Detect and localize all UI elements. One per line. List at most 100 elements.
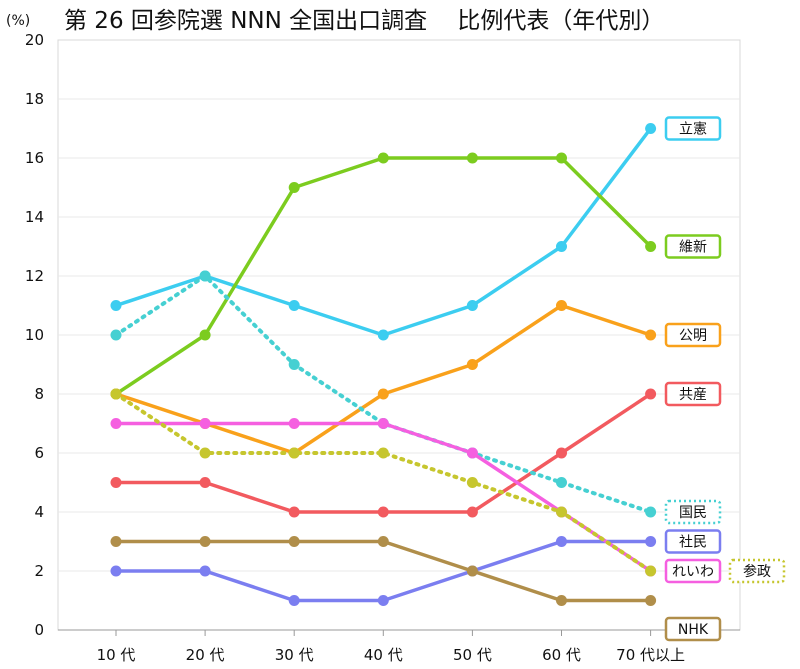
data-point <box>645 123 657 134</box>
legend-box <box>664 529 722 554</box>
series-2 <box>110 300 657 459</box>
x-tick-label: 50 代 <box>453 646 492 664</box>
legend-label: 国民 <box>679 505 707 521</box>
legend-item: 維新 <box>664 234 722 259</box>
data-point <box>199 447 211 459</box>
data-point <box>199 270 211 282</box>
legend-box <box>664 558 722 584</box>
legend-item: 立憲 <box>664 116 722 141</box>
y-tick-label: 12 <box>25 267 44 285</box>
data-point <box>199 477 211 488</box>
data-point <box>110 418 122 429</box>
legend-label: れいわ <box>672 564 714 580</box>
legend-box <box>664 381 722 407</box>
y-tick-label: 18 <box>25 90 44 108</box>
data-point <box>466 447 478 459</box>
chart-title: 第 26 回参院選 NNN 全国出口調査 比例代表（年代別） <box>64 8 664 34</box>
data-point <box>110 388 122 400</box>
x-tick-label: 70 代以上 <box>616 646 685 664</box>
legend-label: 参政 <box>743 563 771 580</box>
y-axis-unit: (%) <box>6 13 30 29</box>
legend-box <box>664 616 722 642</box>
legend-item: 参政 <box>728 558 786 584</box>
data-point <box>466 359 478 370</box>
data-point <box>199 329 211 341</box>
data-point <box>288 359 300 370</box>
data-point <box>288 300 300 311</box>
y-tick-label: 6 <box>34 444 44 462</box>
data-point <box>377 447 389 459</box>
data-point <box>645 388 657 400</box>
data-point <box>377 595 389 606</box>
legend-label: 公明 <box>679 328 707 344</box>
series-7 <box>110 388 657 577</box>
legend-item: 社民 <box>664 529 722 554</box>
legend-label: 維新 <box>679 240 707 256</box>
data-point <box>645 565 657 577</box>
data-point <box>377 536 389 547</box>
data-point <box>110 329 122 341</box>
y-tick-label: 2 <box>34 562 44 580</box>
data-point <box>288 182 300 193</box>
legend-box <box>664 234 722 259</box>
data-point <box>556 241 567 252</box>
series-lines <box>110 123 657 606</box>
data-point <box>288 506 300 518</box>
data-point <box>199 418 211 429</box>
series-8 <box>110 536 657 606</box>
series-line <box>114 303 653 455</box>
data-point <box>199 565 211 577</box>
data-point <box>556 300 567 311</box>
y-tick-label: 14 <box>25 208 44 226</box>
x-tick-label: 20 代 <box>186 646 225 664</box>
y-tick-label: 4 <box>34 503 44 521</box>
data-point <box>110 300 122 311</box>
legend-box <box>728 558 786 584</box>
data-point <box>556 477 567 488</box>
x-tick-label: 10 代 <box>97 646 136 664</box>
legend-box <box>664 499 722 525</box>
legend-item: 公明 <box>664 322 722 348</box>
data-point <box>645 506 657 518</box>
data-point <box>556 595 567 606</box>
x-tick-label: 40 代 <box>364 646 403 664</box>
data-point <box>466 477 478 488</box>
data-point <box>645 536 657 547</box>
data-point <box>466 300 478 311</box>
data-point <box>466 152 478 164</box>
y-tick-label: 20 <box>25 31 44 49</box>
data-point <box>288 536 300 547</box>
x-tick-label: 30 代 <box>275 646 314 664</box>
data-point <box>110 477 122 488</box>
data-point <box>377 418 389 429</box>
x-tick-label: 60 代 <box>542 646 581 664</box>
data-point <box>288 595 300 606</box>
series-3 <box>110 388 657 518</box>
legend-item: れいわ <box>664 558 722 584</box>
legend-label: 立憲 <box>679 121 707 138</box>
data-point <box>645 329 657 341</box>
data-point <box>556 536 567 547</box>
data-point <box>556 447 567 459</box>
data-point <box>645 595 657 606</box>
y-tick-label: 8 <box>34 385 44 403</box>
legend-label: NHK <box>678 622 709 638</box>
axes: 0 2 4 6 8 10 12 14 16 18 20 10 代 20 代 30 代 40 代 50 代 60 … <box>25 31 740 664</box>
legend-box <box>664 322 722 348</box>
legend-item: 共産 <box>664 381 722 407</box>
data-point <box>199 536 211 547</box>
legend-box <box>664 116 722 141</box>
data-point <box>466 565 478 577</box>
data-point <box>377 506 389 518</box>
y-tick-label: 0 <box>34 621 44 639</box>
data-point <box>377 388 389 400</box>
legend-item: NHK <box>664 616 722 642</box>
data-point <box>377 152 389 164</box>
legend-label: 社民 <box>679 535 707 551</box>
legend-label: 共産 <box>679 387 707 403</box>
data-point <box>645 241 657 252</box>
data-point <box>110 565 122 577</box>
data-point <box>377 329 389 341</box>
